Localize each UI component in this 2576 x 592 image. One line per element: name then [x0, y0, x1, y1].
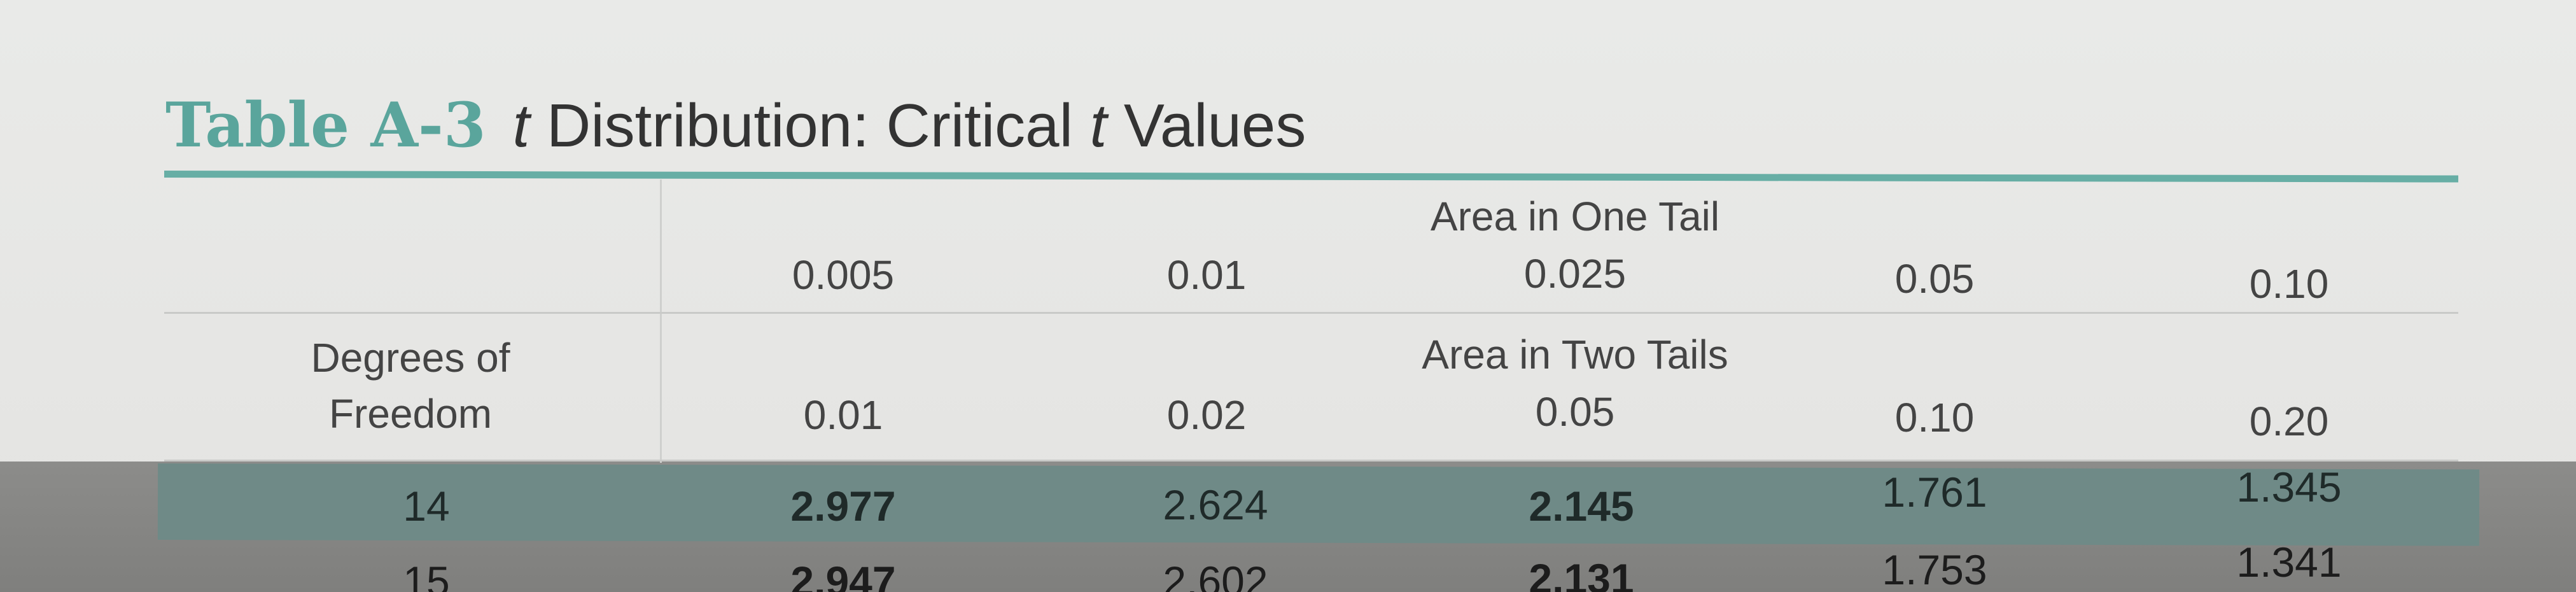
value-cell: 2.602	[1163, 558, 1268, 592]
df-cell: 15	[403, 558, 450, 592]
highlighted-row-background	[157, 463, 2480, 546]
caption-suffix: Values	[1107, 92, 1306, 160]
value-cell: 1.753	[1882, 546, 1987, 592]
value-cell: 2.977	[790, 483, 896, 530]
table-number: Table A-3	[165, 89, 486, 161]
two-tails-label: Area in Two Tails	[1422, 332, 1728, 377]
caption-middle: Distribution: Critical	[529, 92, 1090, 160]
italic-t-1: t	[512, 92, 530, 160]
one-tail-label: Area in One Tail	[1430, 194, 1720, 239]
two-tails-value: 0.20	[2249, 398, 2329, 444]
value-cell: 1.761	[1882, 469, 1987, 516]
value-cell: 2.145	[1529, 483, 1634, 530]
value-cell: 1.345	[2236, 463, 2342, 511]
one-tail-value: 0.01	[1166, 252, 1247, 298]
one-tail-value: 0.005	[792, 252, 895, 298]
df-cell: 14	[403, 483, 450, 530]
table-caption: t Distribution: Critical t Values	[513, 91, 1306, 161]
value-cell: 1.341	[2236, 539, 2342, 586]
header-bottom-divider	[164, 460, 2458, 462]
df-label-line2: Freedom	[328, 391, 493, 437]
column-divider	[660, 180, 662, 463]
header-divider	[164, 312, 2458, 314]
one-tail-value: 0.025	[1523, 251, 1627, 297]
value-cell: 2.947	[790, 558, 896, 592]
value-cell: 2.131	[1529, 555, 1634, 592]
table-title: Table A-3 t Distribution: Critical t Val…	[165, 89, 1306, 161]
two-tails-value: 0.10	[1894, 395, 1975, 440]
two-tails-value: 0.02	[1166, 392, 1247, 438]
two-tails-value: 0.05	[1535, 389, 1615, 435]
one-tail-value: 0.05	[1894, 256, 1975, 302]
value-cell: 2.624	[1163, 481, 1268, 528]
two-tails-value: 0.01	[803, 392, 883, 438]
italic-t-2: t	[1089, 92, 1107, 160]
df-label-line1: Degrees of	[311, 335, 510, 381]
one-tail-value: 0.10	[2249, 261, 2329, 307]
title-rule	[164, 171, 2459, 183]
